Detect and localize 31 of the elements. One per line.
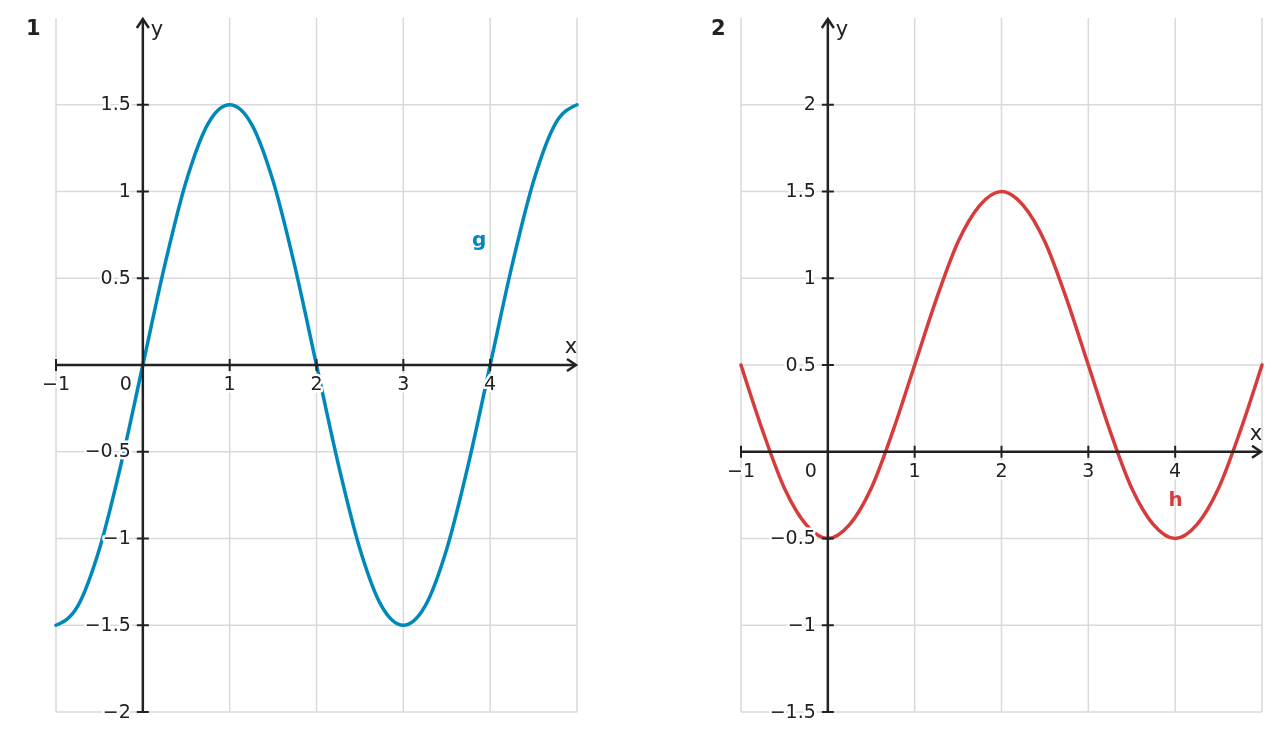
x-axis-title: x [564, 334, 578, 358]
x-tick-label: −1 [726, 458, 756, 481]
y-tick-label: 0.5 [785, 352, 816, 375]
x-axis-title: x [1249, 420, 1263, 445]
x-tick-label: 2 [995, 458, 1008, 481]
y-tick-label: −1.5 [84, 612, 131, 635]
y-tick-label: 2 [803, 92, 816, 115]
series-label: h [1168, 486, 1183, 511]
y-axis-title: y [150, 17, 164, 41]
y-tick-label: 1.5 [100, 92, 131, 115]
x-tick-label: 3 [397, 372, 410, 394]
y-tick-label: 0.5 [100, 265, 131, 288]
x-tick-label: −1 [41, 372, 71, 394]
chart-title: 2 [711, 16, 726, 40]
y-tick-label: 1.5 [785, 179, 816, 201]
x-tick-label: 0 [119, 372, 132, 394]
y-tick-label: 1 [118, 179, 131, 201]
y-tick-label: −1 [102, 526, 131, 548]
x-tick-label: 0 [804, 458, 817, 481]
y-tick-label: −2 [102, 699, 131, 722]
y-tick-label: −1 [787, 612, 816, 635]
x-tick-label: 3 [1082, 458, 1095, 481]
chart-title: 1 [26, 16, 41, 40]
y-tick-label: −0.5 [769, 526, 816, 548]
x-tick-label: 4 [1169, 458, 1182, 481]
y-tick-label: −1.5 [769, 699, 816, 722]
series-label: g [472, 226, 487, 251]
y-tick-label: 1 [803, 265, 816, 288]
y-axis-title: y [835, 17, 849, 41]
x-tick-label: 1 [908, 458, 921, 481]
x-tick-label: 1 [223, 372, 236, 394]
